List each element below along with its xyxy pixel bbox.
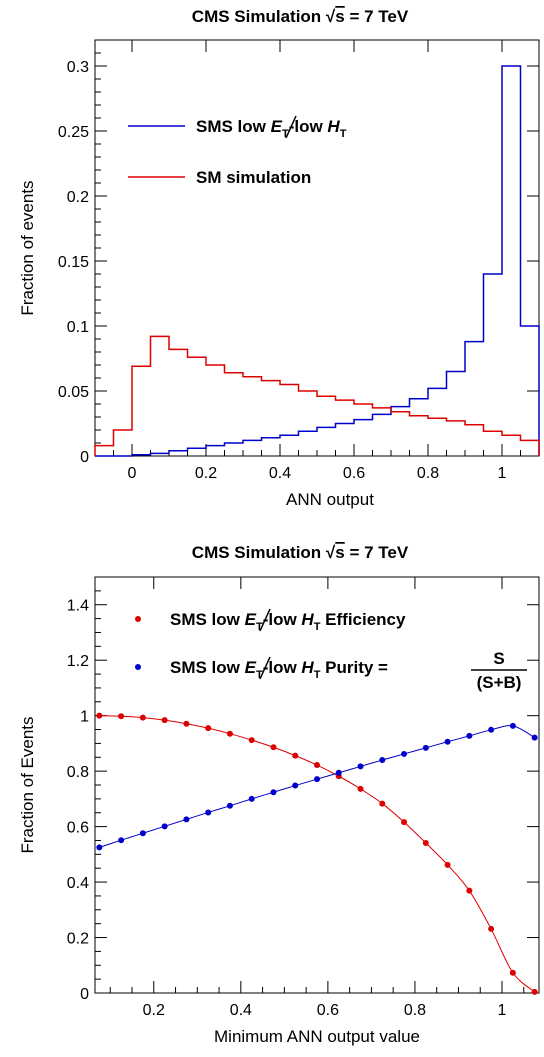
bottom-legend-marker-purity [135, 664, 141, 670]
efficiency-point [118, 713, 125, 720]
efficiency-purity-panel: CMS Simulation √s = 7 TeV 0.2 0.4 0.6 0.8 10… [18, 543, 540, 1046]
top-legend-label-sm: SM simulation [196, 168, 311, 187]
efficiency-point [314, 762, 320, 769]
top-x-tick-label: 0 [128, 465, 137, 482]
purity-point [96, 844, 103, 851]
purity-point [248, 795, 255, 802]
purity-point [270, 789, 277, 796]
top-x-tick-label: 1 [498, 465, 507, 482]
efficiency-point [205, 725, 212, 732]
purity-point [205, 809, 212, 816]
bottom-x-tick-label: 0.2 [143, 1002, 165, 1019]
bottom-y-tick-label: 0.4 [67, 875, 89, 892]
purity-point [422, 744, 429, 751]
efficiency-point [357, 785, 364, 792]
bottom-legend-strike-1 [259, 608, 271, 632]
efficiency-point [226, 730, 233, 737]
top-chart-title: CMS Simulation √s = 7 TeV [192, 7, 409, 26]
bottom-y-tick-label: 0.6 [67, 820, 89, 837]
efficiency-point [401, 819, 408, 826]
efficiency-point [466, 887, 473, 894]
top-x-tick-label: 0.4 [269, 465, 291, 482]
efficiency-curve [99, 715, 535, 993]
purity-point [118, 837, 125, 844]
top-x-tick-label: 0.8 [417, 465, 439, 482]
top-y-tick-label: 0 [80, 449, 89, 466]
top-y-tick-label: 0.2 [67, 189, 89, 206]
bottom-x-tick-label: 0.6 [317, 1002, 339, 1019]
efficiency-point [488, 925, 495, 932]
bottom-x-tick-label: 0.8 [404, 1002, 426, 1019]
bottom-y-tick-label: 0 [80, 986, 89, 1003]
bottom-y-tick-label: 1 [80, 709, 89, 726]
bottom-y-tick-label: 1.4 [67, 598, 89, 615]
purity-point [531, 734, 538, 741]
efficiency-point [292, 752, 299, 759]
efficiency-point [509, 969, 516, 976]
purity-fraction-numerator: S [493, 649, 504, 668]
bottom-plot-frame [94, 576, 540, 994]
bottom-y-tick-label: 0.8 [67, 764, 89, 781]
purity-point [226, 802, 233, 809]
efficiency-point [96, 712, 103, 719]
sm-histogram-line [94, 335, 540, 456]
purity-point [466, 732, 473, 739]
purity-point [488, 726, 495, 733]
purity-fraction-denominator: (S+B) [477, 673, 522, 692]
top-x-tick-label: 0.2 [195, 465, 217, 482]
top-y-tick-label: 0.05 [58, 384, 89, 401]
top-y-tick-label: 0.15 [58, 254, 89, 271]
bottom-legend-label-purity: SMS low ET-low HT Purity = [170, 658, 388, 681]
purity-point [509, 722, 516, 729]
efficiency-point [248, 737, 255, 744]
signal-histogram-line [95, 65, 540, 457]
top-x-tick-label: 0.6 [343, 465, 365, 482]
top-legend-strike [285, 115, 297, 139]
histogram-panel: CMS Simulation √s = 7 TeV 0 0.2 0.4 0.6 0.8 1… [18, 7, 540, 509]
efficiency-point [379, 800, 386, 807]
bottom-x-tick-label: 1 [498, 1002, 507, 1019]
bottom-y-tick-label: 1.2 [67, 653, 89, 670]
purity-point [183, 816, 190, 823]
efficiency-point [422, 839, 429, 846]
bottom-axis-ticks: 0.2 0.4 0.6 0.8 1 0 0.2 0.4 0.6 0.8 1 1.2 1.4 [67, 577, 539, 1019]
efficiency-point [161, 717, 168, 724]
purity-point [357, 763, 364, 770]
bottom-y-axis-label: Fraction of Events [18, 716, 37, 853]
top-axis-ticks: 0 0.2 0.4 0.6 0.8 1 0 0.05 0.1 0.15 0.2 0.25 0.3 [58, 40, 539, 482]
bottom-y-tick-label: 0.2 [67, 931, 89, 948]
bottom-chart-title: CMS Simulation √s = 7 TeV [192, 543, 409, 562]
top-y-tick-label: 0.3 [67, 59, 89, 76]
efficiency-point [139, 714, 146, 721]
top-x-axis-label: ANN output [286, 490, 374, 509]
bottom-x-axis-label: Minimum ANN output value [214, 1027, 420, 1046]
purity-point [335, 769, 342, 776]
efficiency-point [531, 988, 538, 995]
top-y-tick-label: 0.1 [67, 319, 89, 336]
purity-point [139, 830, 146, 837]
top-y-tick-label: 0.25 [58, 124, 89, 141]
purity-point [161, 823, 168, 830]
top-y-axis-label: Fraction of events [18, 180, 37, 315]
bottom-legend: SMS low ET-low HT Efficiency SMS low ET-… [135, 608, 527, 692]
bottom-series-group [96, 712, 538, 995]
purity-point [314, 776, 320, 783]
efficiency-point [270, 744, 277, 751]
purity-point [401, 750, 408, 757]
bottom-legend-strike-2 [259, 656, 271, 680]
top-legend: SMS low ET-low HT SM simulation [128, 115, 347, 187]
bottom-legend-label-efficiency: SMS low ET-low HT Efficiency [170, 610, 406, 633]
bottom-x-tick-label: 0.4 [230, 1002, 252, 1019]
bottom-legend-marker-efficiency [135, 616, 141, 622]
top-legend-label-signal: SMS low ET-low HT [196, 117, 347, 140]
efficiency-point [183, 720, 190, 727]
efficiency-point [444, 861, 451, 868]
purity-point [292, 782, 299, 789]
top-series-group [94, 65, 540, 457]
purity-point [444, 738, 451, 745]
purity-point [379, 757, 386, 764]
